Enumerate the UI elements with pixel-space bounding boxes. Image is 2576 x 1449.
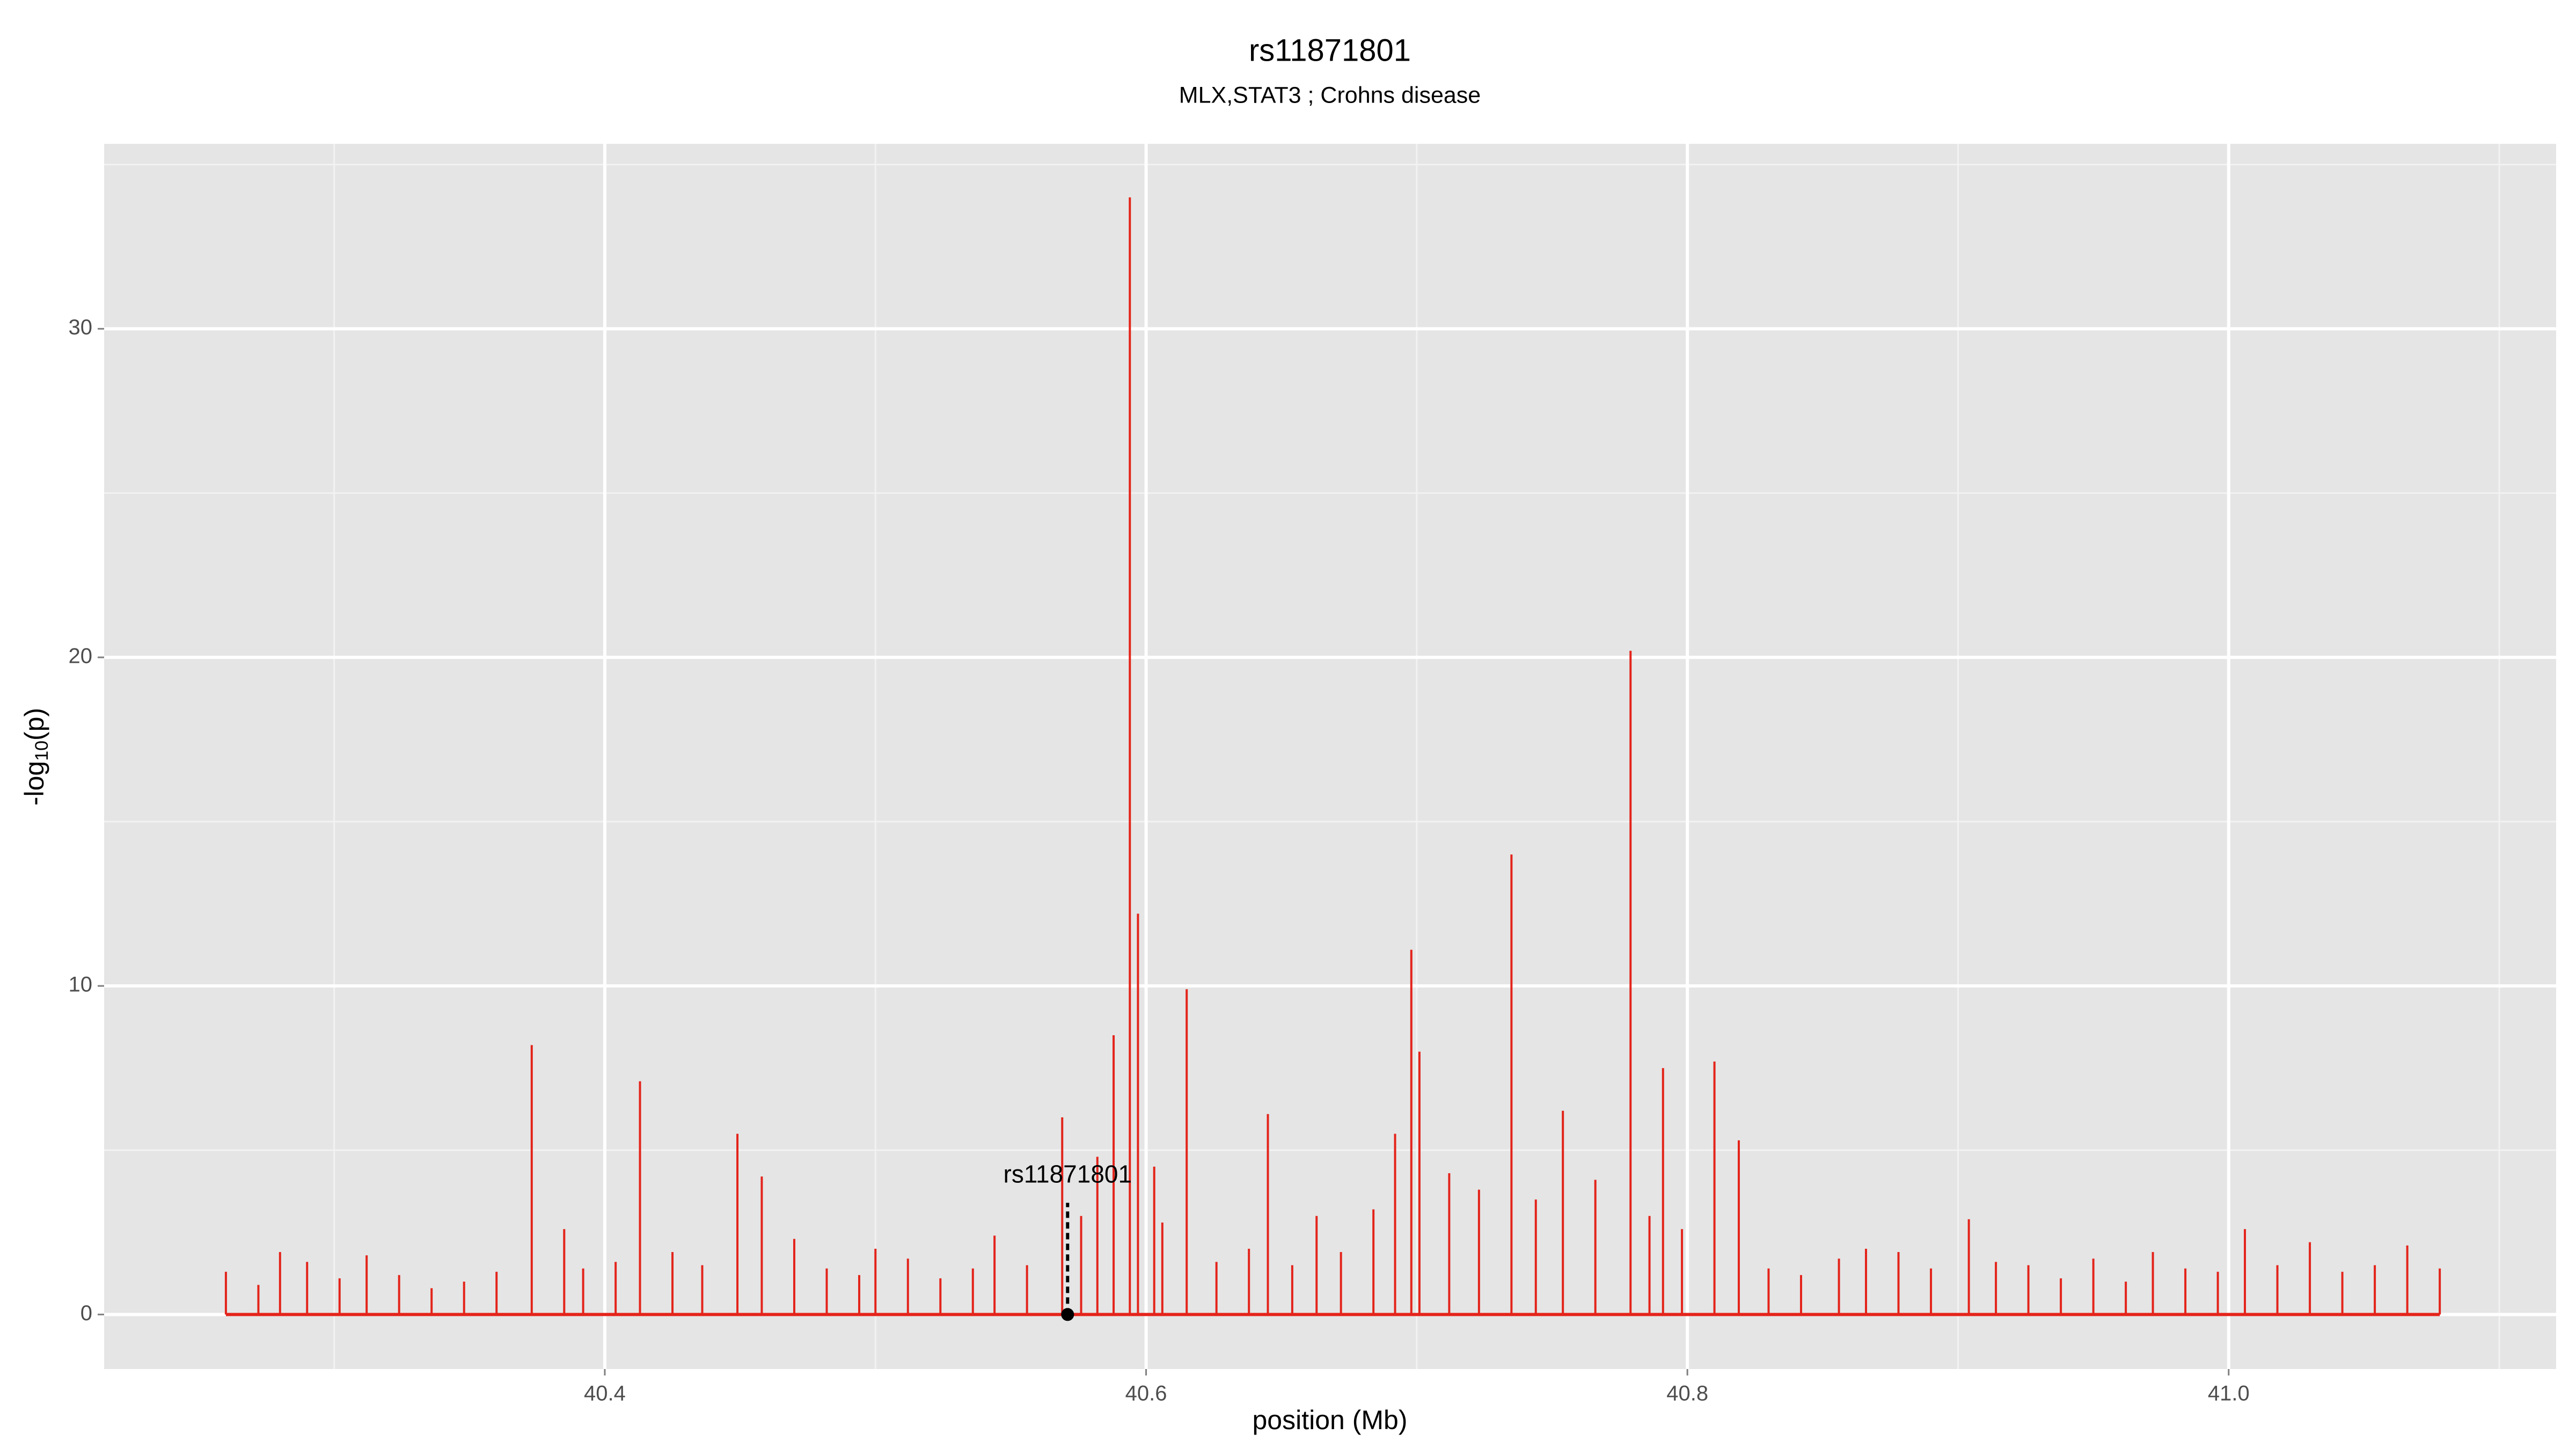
x-axis-title: position (Mb) — [1253, 1405, 1408, 1435]
y-title-part: (p) — [19, 708, 49, 741]
y-tick-label: 30 — [69, 316, 93, 339]
y-title-part: -log — [19, 761, 49, 806]
x-tick-label: 40.6 — [1125, 1382, 1167, 1406]
annotation-label: rs11871801 — [1004, 1160, 1132, 1188]
y-axis-title: -log10(p) — [19, 708, 52, 806]
y-tick-label: 0 — [80, 1301, 92, 1325]
x-tick-label: 40.8 — [1666, 1382, 1708, 1406]
x-tick-label: 41.0 — [2208, 1382, 2250, 1406]
annotation-point — [1061, 1308, 1074, 1321]
chart-subtitle: MLX,STAT3 ; Crohns disease — [1179, 82, 1481, 108]
x-tick-label: 40.4 — [584, 1382, 626, 1406]
plot-panel — [104, 144, 2556, 1369]
y-tick-label: 20 — [69, 644, 93, 668]
y-title-sub: 10 — [32, 741, 52, 761]
y-tick-label: 10 — [69, 973, 93, 997]
chart-title: rs11871801 — [1249, 33, 1411, 68]
